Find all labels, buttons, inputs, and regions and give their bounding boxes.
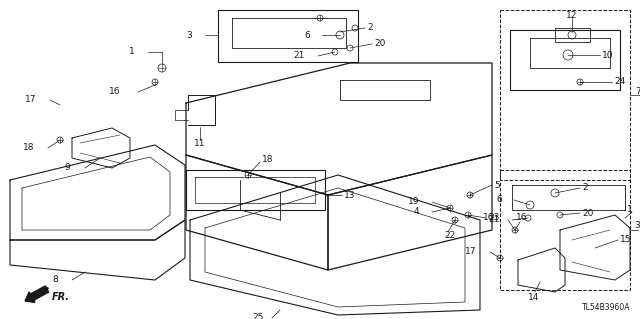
Text: 25: 25 <box>253 314 264 319</box>
Text: 1: 1 <box>627 204 633 213</box>
Text: 14: 14 <box>528 293 540 302</box>
Text: 17: 17 <box>465 248 476 256</box>
Polygon shape <box>510 30 620 90</box>
Text: 2: 2 <box>582 183 588 192</box>
Polygon shape <box>10 220 185 280</box>
Text: 22: 22 <box>444 232 455 241</box>
Text: 23: 23 <box>488 213 499 222</box>
Text: 17: 17 <box>24 95 36 105</box>
Text: 16: 16 <box>109 87 120 97</box>
Text: 16: 16 <box>516 213 527 222</box>
Text: 21: 21 <box>488 216 500 225</box>
Text: 21: 21 <box>294 51 305 61</box>
Text: 4: 4 <box>413 207 419 217</box>
Text: 6: 6 <box>496 196 502 204</box>
Text: TL54B3960A: TL54B3960A <box>582 303 630 312</box>
Text: 20: 20 <box>374 40 385 48</box>
Text: 1: 1 <box>129 48 135 56</box>
Polygon shape <box>10 145 185 240</box>
Text: 13: 13 <box>344 190 355 199</box>
Text: 11: 11 <box>194 138 205 147</box>
Polygon shape <box>186 63 492 195</box>
Text: FR.: FR. <box>52 292 70 302</box>
Polygon shape <box>328 155 492 270</box>
Text: 24: 24 <box>614 78 625 86</box>
Text: 9: 9 <box>64 164 70 173</box>
Text: 19: 19 <box>408 197 419 206</box>
Polygon shape <box>190 175 480 315</box>
Text: 7: 7 <box>635 86 640 95</box>
Polygon shape <box>186 155 328 270</box>
Text: 6: 6 <box>304 31 310 40</box>
Text: 20: 20 <box>582 209 593 218</box>
Text: 12: 12 <box>566 11 577 19</box>
Text: 3: 3 <box>186 31 192 40</box>
Text: 18: 18 <box>262 154 273 164</box>
Text: 10: 10 <box>602 50 614 60</box>
FancyArrow shape <box>25 286 49 302</box>
Text: 8: 8 <box>52 276 58 285</box>
Polygon shape <box>218 10 358 62</box>
Text: 2: 2 <box>367 24 372 33</box>
Polygon shape <box>186 170 325 210</box>
Text: 18: 18 <box>22 144 34 152</box>
Text: 16: 16 <box>483 213 494 222</box>
Text: 3: 3 <box>634 221 640 231</box>
Text: 15: 15 <box>620 235 632 244</box>
Text: 5: 5 <box>494 181 500 189</box>
